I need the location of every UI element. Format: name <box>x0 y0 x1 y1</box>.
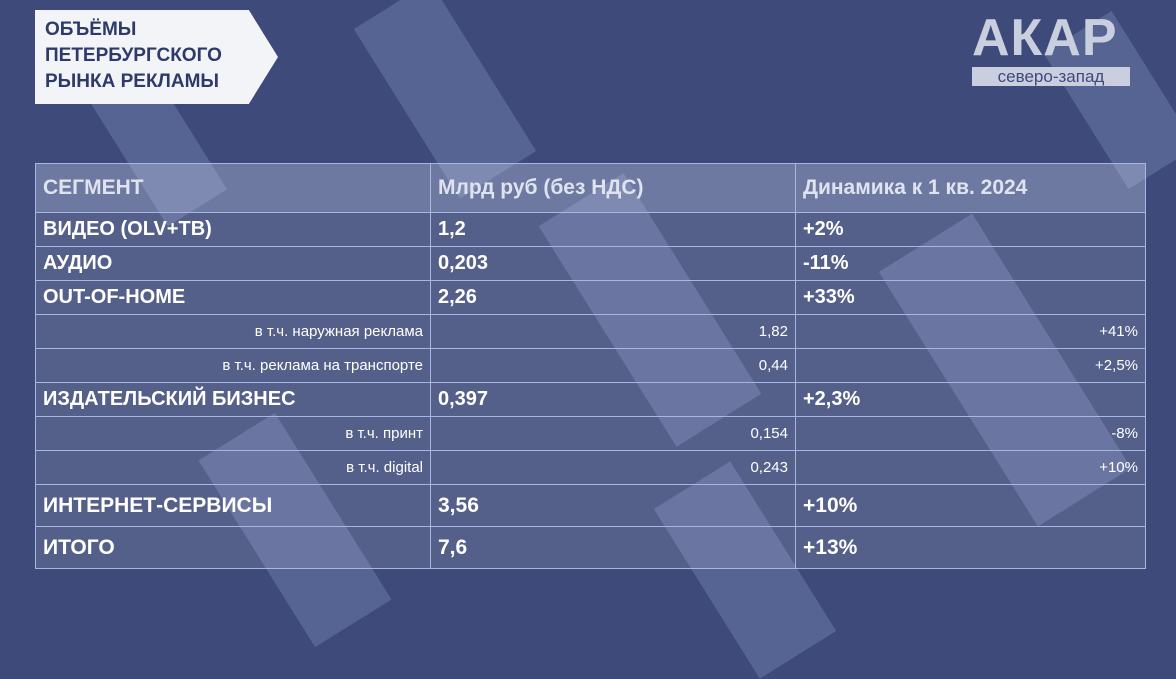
table-cell: +2,5% <box>795 348 1146 383</box>
table-cell: 3,56 <box>430 484 796 527</box>
table-cell: 0,397 <box>430 382 796 417</box>
table-cell: -8% <box>795 416 1146 451</box>
table-row: в т.ч. принт 0,154 -8% <box>35 416 1146 451</box>
table-row: в т.ч. digital 0,243 +10% <box>35 450 1146 485</box>
table-cell: 2,26 <box>430 280 796 315</box>
table-row: ИНТЕРНЕТ-СЕРВИСЫ 3,56 +10% <box>35 484 1146 527</box>
table-cell: +2,3% <box>795 382 1146 417</box>
table-cell: +41% <box>795 314 1146 349</box>
table-cell: OUT-OF-HOME <box>35 280 431 315</box>
table-cell: 0,154 <box>430 416 796 451</box>
title-box: ОБЪЁМЫ ПЕТЕРБУРГСКОГО РЫНКА РЕКЛАМЫ <box>35 10 278 104</box>
table-cell: -11% <box>795 246 1146 281</box>
title-line: ОБЪЁМЫ <box>45 19 137 40</box>
table-row: СЕГМЕНТ Млрд руб (без НДС) Динамика к 1 кв… <box>35 163 1146 213</box>
table-cell: 1,82 <box>430 314 796 349</box>
slide: ОБЪЁМЫ ПЕТЕРБУРГСКОГО РЫНКА РЕКЛАМЫ АКАР… <box>35 0 1176 679</box>
table-cell: 7,6 <box>430 526 796 569</box>
table-cell: ИЗДАТЕЛЬСКИЙ БИЗНЕС <box>35 382 431 417</box>
logo: АКАР <box>972 9 1118 67</box>
table-cell: +13% <box>795 526 1146 569</box>
table-cell: ИТОГО <box>35 526 431 569</box>
table-cell: СЕГМЕНТ <box>35 163 431 213</box>
table-row: АУДИО 0,203 -11% <box>35 246 1146 281</box>
table-cell: +10% <box>795 484 1146 527</box>
table-cell: +10% <box>795 450 1146 485</box>
table-row: ИТОГО 7,6 +13% <box>35 526 1146 569</box>
table-row: в т.ч. реклама на транспорте 0,44 +2,5% <box>35 348 1146 383</box>
table-cell: в т.ч. наружная реклама <box>35 314 431 349</box>
table-cell: 1,2 <box>430 212 796 247</box>
table-row: OUT-OF-HOME 2,26 +33% <box>35 280 1146 315</box>
table-cell: ИНТЕРНЕТ-СЕРВИСЫ <box>35 484 431 527</box>
title-line: РЫНКА РЕКЛАМЫ <box>45 71 220 92</box>
table-row: в т.ч. наружная реклама 1,82 +41% <box>35 314 1146 349</box>
table-cell: +2% <box>795 212 1146 247</box>
table-row: ВИДЕО (OLV+ТВ) 1,2 +2% <box>35 212 1146 247</box>
table-cell: в т.ч. реклама на транспорте <box>35 348 431 383</box>
table-cell: в т.ч. digital <box>35 450 431 485</box>
table-cell: Млрд руб (без НДС) <box>430 163 796 213</box>
data-table: СЕГМЕНТ Млрд руб (без НДС) Динамика к 1 кв… <box>35 163 1146 569</box>
table-cell: ВИДЕО (OLV+ТВ) <box>35 212 431 247</box>
table-cell: 0,203 <box>430 246 796 281</box>
table-cell: 0,44 <box>430 348 796 383</box>
title-line: ПЕТЕРБУРГСКОГО <box>45 45 222 66</box>
table-cell: Динамика к 1 кв. 2024 <box>795 163 1146 213</box>
table-cell: АУДИО <box>35 246 431 281</box>
table-cell: 0,243 <box>430 450 796 485</box>
logo-subtitle: северо-запад <box>972 67 1130 86</box>
table-cell: в т.ч. принт <box>35 416 431 451</box>
table-cell: +33% <box>795 280 1146 315</box>
table-row: ИЗДАТЕЛЬСКИЙ БИЗНЕС 0,397 +2,3% <box>35 382 1146 417</box>
